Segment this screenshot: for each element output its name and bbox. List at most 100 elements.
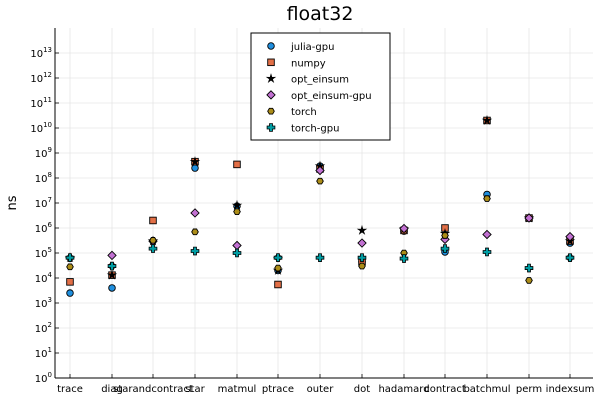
y-tick-label: 109: [35, 146, 52, 160]
y-tick-label: 108: [35, 171, 52, 185]
y-tick-label: 102: [35, 321, 52, 335]
data-point: [358, 262, 366, 270]
data-point: [565, 231, 575, 242]
x-tick-label: starandcontract: [113, 384, 193, 395]
data-points: [64, 114, 576, 297]
data-point: [231, 199, 243, 210]
legend-marker: [267, 107, 275, 115]
x-tick-label: perm: [516, 384, 542, 395]
data-point: [315, 253, 325, 262]
legend: julia-gpu numpy opt_einsum opt_einsum-gputo…: [250, 32, 391, 141]
y-tick-label: 1012: [30, 71, 52, 85]
data-point: [273, 253, 283, 262]
data-point: [441, 232, 449, 239]
legend-marker: [267, 58, 275, 67]
legend-marker: [266, 90, 276, 100]
data-point: [482, 247, 492, 257]
x-tick-label: indexsum: [546, 384, 595, 395]
legend-marker: [265, 73, 277, 84]
data-point: [399, 223, 409, 234]
y-tick-label: 1013: [30, 46, 52, 60]
series-torch-gpu: [65, 244, 575, 273]
data-point: [357, 253, 367, 262]
x-tick-label: matmul: [218, 384, 257, 395]
legend-item: opt_einsum-gpu: [266, 90, 372, 102]
data-point: [66, 289, 74, 297]
data-point: [274, 264, 282, 272]
data-point: [525, 277, 533, 284]
data-point: [357, 238, 367, 248]
data-point: [524, 213, 534, 223]
data-point: [149, 216, 157, 225]
data-point: [66, 263, 74, 271]
data-point: [565, 253, 575, 262]
data-point: [190, 246, 200, 256]
data-point: [66, 278, 74, 286]
data-point: [189, 156, 201, 167]
x-tick-label: ptrace: [262, 384, 294, 395]
y-axis-title: ns: [5, 195, 20, 210]
legend-marker: [266, 123, 276, 132]
legend-item: julia-gpu: [267, 42, 334, 53]
x-tick-label: outer: [307, 384, 335, 395]
y-tick-label: 104: [35, 271, 53, 285]
data-point: [148, 244, 158, 253]
legend-label: julia-gpu: [290, 42, 334, 53]
data-point: [65, 253, 75, 262]
legend-label: numpy: [291, 58, 326, 69]
legend-item: torch: [267, 107, 317, 118]
x-tick-label: trace: [57, 384, 83, 395]
x-tick-label: batchmul: [463, 384, 510, 395]
data-point: [524, 263, 534, 273]
data-point: [108, 284, 116, 292]
data-point: [106, 269, 118, 280]
data-point: [440, 244, 450, 253]
data-point: [107, 250, 117, 261]
legend-label: torch: [291, 107, 317, 118]
x-tick-label: star: [185, 384, 205, 395]
data-point: [356, 224, 368, 235]
legend-item: opt_einsum: [265, 73, 349, 86]
x-tick-label: dot: [354, 384, 370, 395]
x-tick-label: hadamard: [378, 384, 429, 395]
data-point: [482, 229, 492, 240]
data-point: [274, 280, 282, 289]
data-point: [481, 114, 493, 125]
y-tick-label: 1010: [30, 121, 52, 135]
data-point: [233, 160, 241, 169]
data-point: [233, 208, 241, 215]
data-point: [149, 237, 157, 244]
chart-title: float32: [287, 3, 354, 25]
data-point: [107, 261, 117, 271]
data-point: [316, 177, 324, 185]
legend-box: [250, 32, 391, 141]
legend-label: torch-gpu: [291, 124, 339, 135]
data-point: [190, 208, 200, 218]
data-point: [399, 254, 409, 263]
y-tick-label: 103: [35, 296, 52, 310]
y-ticks: 100 101 102 103 104 105 106 107 108 109 1010 1011 10…: [30, 46, 52, 385]
y-tick-label: 105: [35, 246, 52, 260]
legend-item: numpy: [267, 58, 326, 69]
x-tick-label: diag: [101, 384, 123, 395]
y-tick-label: 106: [35, 221, 53, 235]
legend-label: opt_einsum: [291, 75, 349, 86]
y-tick-label: 107: [35, 196, 52, 210]
data-point: [191, 164, 199, 172]
legend-label: opt_einsum-gpu: [291, 91, 372, 102]
data-point: [315, 165, 325, 176]
x-tick-label: contract: [424, 384, 466, 395]
data-point: [232, 248, 242, 258]
axes: [54, 28, 593, 379]
data-point: [232, 240, 242, 251]
y-tick-label: 1011: [30, 96, 52, 110]
data-point: [483, 195, 491, 202]
y-tick-label: 100: [35, 371, 52, 385]
legend-marker: [267, 42, 275, 50]
data-point: [191, 228, 199, 236]
legend-item: torch-gpu: [266, 123, 339, 135]
y-tick-label: 101: [35, 346, 52, 360]
